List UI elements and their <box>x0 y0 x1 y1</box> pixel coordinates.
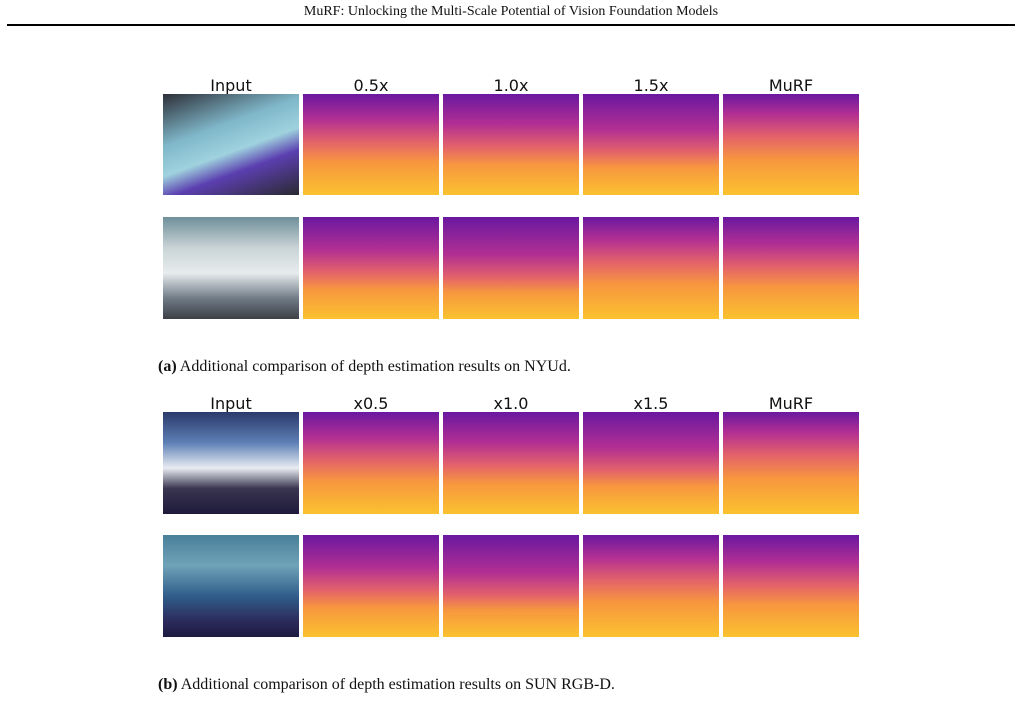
caption-text: Additional comparison of depth estimatio… <box>180 676 615 693</box>
caption-label: (b) <box>158 676 178 693</box>
input-image <box>163 94 299 195</box>
running-header: MuRF: Unlocking the Multi-Scale Potentia… <box>303 4 719 19</box>
depth-map <box>303 412 439 514</box>
column-header: MuRF <box>768 394 814 413</box>
depth-map <box>303 535 439 637</box>
column-header: Input <box>210 394 252 413</box>
depth-map <box>583 412 719 514</box>
depth-map <box>443 217 579 319</box>
column-header: Input <box>210 76 252 95</box>
depth-map <box>723 535 859 637</box>
column-header: x1.5 <box>633 394 669 413</box>
column-header: 1.0x <box>493 76 529 95</box>
depth-map <box>723 412 859 514</box>
input-image <box>163 535 299 637</box>
depth-map <box>443 94 579 195</box>
depth-map <box>443 535 579 637</box>
column-header: 1.5x <box>633 76 669 95</box>
column-header: MuRF <box>768 76 814 95</box>
depth-map <box>583 217 719 319</box>
column-header: x0.5 <box>353 394 389 413</box>
depth-map <box>583 535 719 637</box>
depth-map <box>723 217 859 319</box>
column-header: 0.5x <box>353 76 389 95</box>
caption-text: Additional comparison of depth estimatio… <box>179 358 571 375</box>
depth-map <box>443 412 579 514</box>
column-header: x1.0 <box>493 394 529 413</box>
figure-caption: (b) Additional comparison of depth estim… <box>158 676 615 694</box>
depth-map <box>303 217 439 319</box>
depth-map <box>583 94 719 195</box>
input-image <box>163 412 299 514</box>
header-rule <box>7 24 1015 26</box>
depth-map <box>723 94 859 195</box>
caption-label: (a) <box>158 358 177 375</box>
depth-map <box>303 94 439 195</box>
figure-caption: (a) Additional comparison of depth estim… <box>158 358 571 376</box>
input-image <box>163 217 299 319</box>
